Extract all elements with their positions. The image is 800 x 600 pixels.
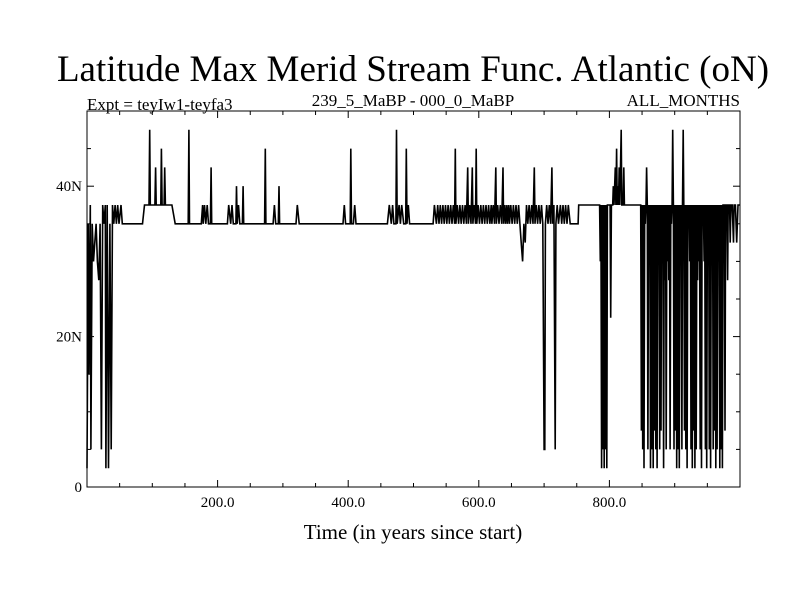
x-tick-label: 800.0 [593,495,627,511]
y-tick-label: 40N [56,179,82,195]
y-tick-label: 20N [56,330,82,346]
y-tick-label: 0 [75,480,83,496]
x-tick-label: 600.0 [462,495,496,511]
chart-subtitle-left: Expt = teyIw1-teyfa3 [87,95,233,114]
series-group [86,129,740,469]
chart-title: Latitude Max Merid Stream Func. Atlantic… [57,49,769,90]
chart-subtitle-center: 239_5_MaBP - 000_0_MaBP [312,91,514,110]
chart-subtitle-right: ALL_MONTHS [627,91,740,110]
series-line [86,129,740,469]
axis-ticks: 200.0 400.0 600.0 800.0 0 20N 40N [56,111,740,511]
x-axis-label: Time (in years since start) [304,520,523,544]
x-tick-label: 400.0 [331,495,365,511]
plot-frame [86,110,741,488]
x-tick-label: 200.0 [201,495,235,511]
